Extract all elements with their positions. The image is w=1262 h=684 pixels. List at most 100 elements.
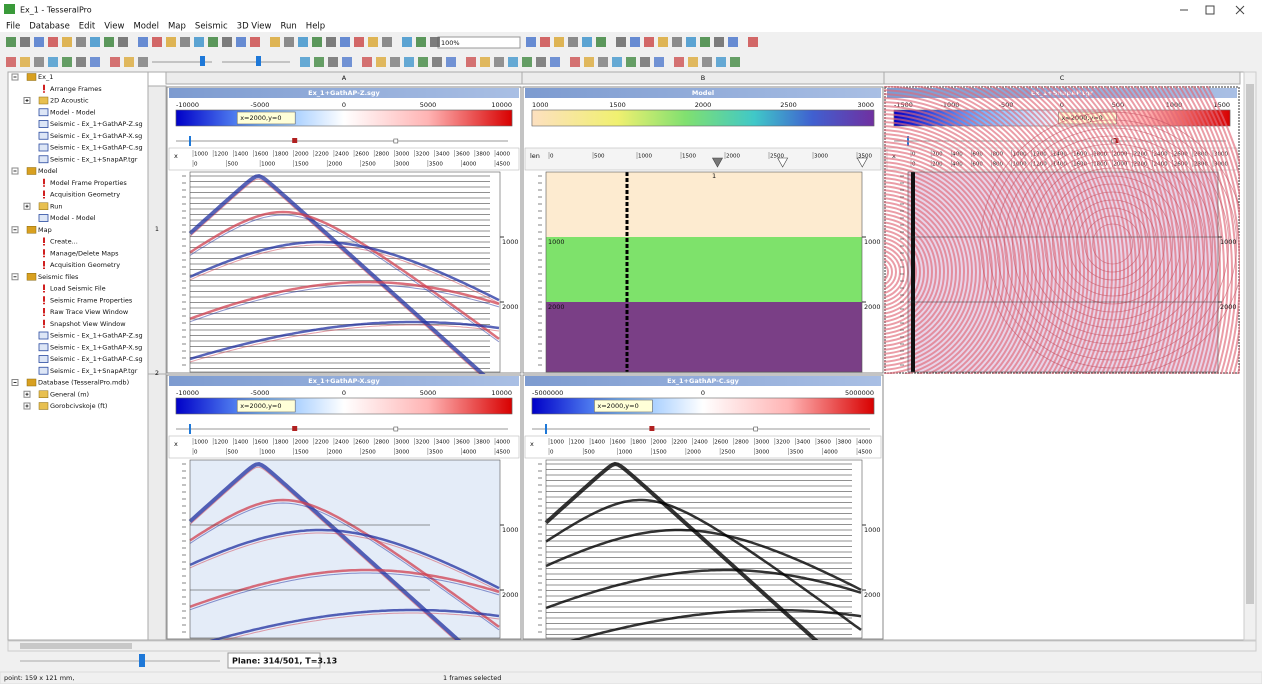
toolbar-button[interactable] <box>110 57 120 67</box>
menu-item[interactable]: 3D View <box>237 22 272 32</box>
toolbar-button[interactable] <box>166 37 176 47</box>
tree-item[interactable]: Seismic - Ex_1+GathAP-X.sg <box>50 343 142 351</box>
toolbar-button[interactable] <box>584 57 594 67</box>
toolbar-button[interactable] <box>48 37 58 47</box>
toolbar-button[interactable] <box>314 57 324 67</box>
toolbar-button[interactable] <box>382 37 392 47</box>
slider-marker[interactable] <box>649 426 655 431</box>
toolbar-button[interactable] <box>716 57 726 67</box>
toolbar-button[interactable] <box>236 37 246 47</box>
toolbar-button[interactable] <box>536 57 546 67</box>
tree-item[interactable]: Arrange Frames <box>50 85 102 93</box>
toolbar-button[interactable] <box>748 37 758 47</box>
toolbar-button[interactable] <box>418 57 428 67</box>
toolbar-button[interactable] <box>626 57 636 67</box>
toolbar-button[interactable] <box>612 57 622 67</box>
toolbar-button[interactable] <box>284 37 294 47</box>
toolbar-button[interactable] <box>554 37 564 47</box>
toolbar-button[interactable] <box>674 57 684 67</box>
tree-item[interactable]: Seismic - Ex_1+GathAP-C.sg <box>50 144 143 152</box>
toolbar-button[interactable] <box>312 37 322 47</box>
toolbar-button[interactable] <box>300 57 310 67</box>
toolbar-button[interactable] <box>270 37 280 47</box>
toolbar-button[interactable] <box>540 37 550 47</box>
toolbar-button[interactable] <box>480 57 490 67</box>
toolbar-button[interactable] <box>354 37 364 47</box>
toolbar-button[interactable] <box>404 57 414 67</box>
toolbar-button[interactable] <box>222 37 232 47</box>
toolbar-button[interactable] <box>208 37 218 47</box>
toolbar-button[interactable] <box>644 37 654 47</box>
toolbar-button[interactable] <box>328 57 338 67</box>
toolbar-button[interactable] <box>104 37 114 47</box>
menu-item[interactable]: Database <box>29 22 70 32</box>
tree-item[interactable]: Seismic - Ex_1+SnapAP.tgr <box>50 155 138 163</box>
horizontal-scrollbar[interactable] <box>7 640 1257 652</box>
slider-thumb[interactable] <box>256 56 261 66</box>
tree-item[interactable]: Seismic - Ex_1+GathAP-Z.sg <box>50 120 143 128</box>
menu-item[interactable]: Help <box>306 22 325 32</box>
menu-item[interactable]: Model <box>133 22 159 32</box>
toolbar-button[interactable] <box>138 57 148 67</box>
slider-marker[interactable] <box>292 426 298 431</box>
toolbar-button[interactable] <box>342 57 352 67</box>
scroll-thumb[interactable] <box>20 643 132 649</box>
toolbar-button[interactable] <box>616 37 626 47</box>
toolbar-button[interactable] <box>62 57 72 67</box>
menu-item[interactable]: Map <box>168 22 186 32</box>
toolbar-button[interactable] <box>598 57 608 67</box>
toolbar-button[interactable] <box>362 57 372 67</box>
toolbar-button[interactable] <box>6 37 16 47</box>
plane-slider-thumb[interactable] <box>139 654 145 667</box>
toolbar-button[interactable] <box>432 57 442 67</box>
tree-item[interactable]: Raw Trace View Window <box>50 308 129 316</box>
toolbar-button[interactable] <box>34 57 44 67</box>
toolbar-button[interactable] <box>416 37 426 47</box>
slider-thumb[interactable] <box>200 56 205 66</box>
toolbar-button[interactable] <box>340 37 350 47</box>
toolbar-button[interactable] <box>522 57 532 67</box>
toolbar-button[interactable] <box>298 37 308 47</box>
close-button[interactable] <box>1235 5 1245 15</box>
toolbar-button[interactable] <box>118 37 128 47</box>
toolbar-button[interactable] <box>390 57 400 67</box>
toolbar-button[interactable] <box>446 57 456 67</box>
toolbar-button[interactable] <box>76 37 86 47</box>
menu-item[interactable]: File <box>6 22 20 32</box>
tree-item[interactable]: Load Seismic File <box>50 285 106 293</box>
toolbar-button[interactable] <box>430 37 440 47</box>
toolbar-button[interactable] <box>76 57 86 67</box>
toolbar-button[interactable] <box>550 57 560 67</box>
toolbar-button[interactable] <box>508 57 518 67</box>
toolbar-button[interactable] <box>568 37 578 47</box>
tree-item[interactable]: Model - Model <box>50 214 96 222</box>
toolbar-button[interactable] <box>702 57 712 67</box>
tree-item[interactable]: 2D Acoustic <box>50 97 89 105</box>
tree-item[interactable]: Model Frame Properties <box>50 179 127 187</box>
toolbar-button[interactable] <box>654 57 664 67</box>
toolbar-button[interactable] <box>62 37 72 47</box>
toolbar-button[interactable] <box>570 57 580 67</box>
toolbar-button[interactable] <box>250 37 260 47</box>
toolbar-button[interactable] <box>494 57 504 67</box>
tree-item[interactable]: Seismic - Ex_1+GathAP-C.sg <box>50 355 143 363</box>
toolbar-button[interactable] <box>20 57 30 67</box>
toolbar-button[interactable] <box>658 37 668 47</box>
tree-item[interactable]: General (m) <box>50 390 89 398</box>
tree-item[interactable]: Database (TesseralPro.mdb) <box>38 379 129 387</box>
toolbar-button[interactable] <box>582 37 592 47</box>
toolbar-button[interactable] <box>34 37 44 47</box>
maximize-button[interactable] <box>1205 5 1215 15</box>
tree-item[interactable]: Create... <box>50 238 78 246</box>
toolbar-button[interactable] <box>686 37 696 47</box>
menu-item[interactable]: Seismic <box>195 22 228 32</box>
tree-item[interactable]: Acquisition Geometry <box>50 191 120 199</box>
toolbar-button[interactable] <box>48 57 58 67</box>
toolbar-button[interactable] <box>124 57 134 67</box>
toolbar-button[interactable] <box>630 37 640 47</box>
tree-item[interactable]: Seismic files <box>38 273 79 281</box>
slider-marker[interactable] <box>292 138 298 143</box>
tree-item[interactable]: Model - Model <box>50 108 96 116</box>
tree-item[interactable]: Seismic Frame Properties <box>50 296 133 304</box>
toolbar-button[interactable] <box>180 37 190 47</box>
